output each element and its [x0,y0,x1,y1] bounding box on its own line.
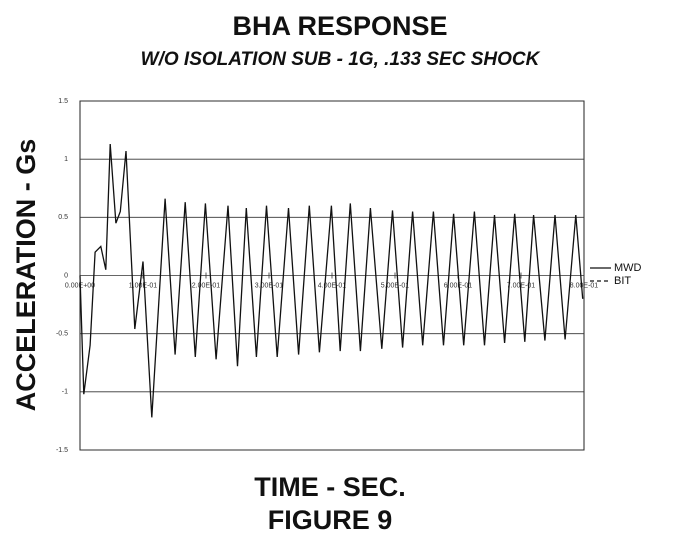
y-tick-label: -0.5 [56,331,68,338]
figure-caption: FIGURE 9 [268,505,393,535]
y-axis-label: ACCELERATION - Gs [11,139,41,412]
x-axis-label: TIME - SEC. [254,472,406,502]
y-tick-label: 1 [64,156,68,163]
y-tick-label: -1 [62,389,68,396]
x-tick-label: 2.00E-01 [192,282,221,289]
y-tick-label: 0 [64,272,68,279]
chart-subtitle: W/O ISOLATION SUB - 1G, .133 SEC SHOCK [141,49,541,70]
y-tick-label: 1.5 [58,98,68,105]
legend-label: BIT [614,275,631,287]
y-tick-label: -1.5 [56,447,68,454]
x-tick-label: 4.00E-01 [318,282,347,289]
x-tick-label: 7.00E-01 [507,282,536,289]
x-tick-label: 1.00E-01 [129,282,158,289]
x-tick-label: 8.00E-01 [570,282,599,289]
chart-title: BHA RESPONSE [232,11,447,41]
x-tick-label: 6.00E-01 [444,282,473,289]
data-line [79,143,584,418]
x-tick-label: 3.00E-01 [255,282,284,289]
legend-label: MWD [614,262,642,274]
y-tick-label: 0.5 [58,214,68,221]
x-tick-label: 5.00E-01 [381,282,410,289]
